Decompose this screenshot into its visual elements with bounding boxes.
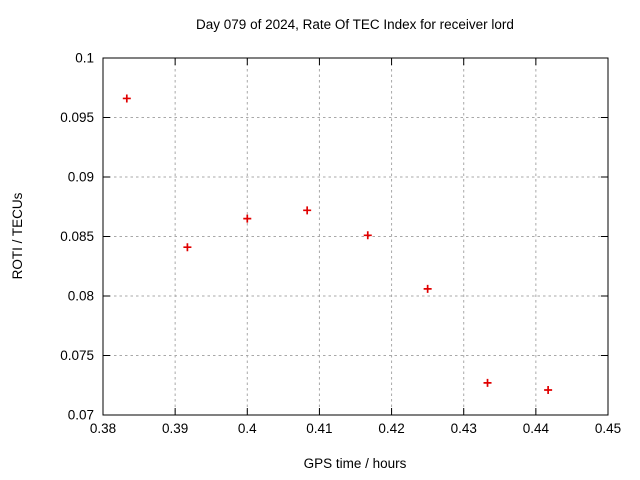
y-tick-label: 0.1 (75, 51, 94, 66)
data-point (303, 206, 312, 215)
data-point (363, 231, 372, 240)
data-point (243, 214, 252, 223)
y-tick-label: 0.07 (68, 408, 94, 423)
data-point (544, 386, 553, 395)
tick-label-layer: 0.38 0.39 0.4 0.41 0.42 0.43 0.44 0.45 0.07 0.075… (60, 51, 621, 437)
x-tick-label: 0.42 (378, 421, 404, 436)
x-tick-label: 0.39 (162, 421, 188, 436)
points-layer (122, 94, 553, 395)
y-axis-label: ROTI / TECUs (10, 192, 25, 279)
data-point (423, 284, 432, 293)
y-tick-label: 0.085 (60, 229, 94, 244)
x-tick-label: 0.4 (238, 421, 257, 436)
y-tick-label: 0.09 (68, 170, 94, 185)
x-tick-label: 0.45 (595, 421, 621, 436)
data-point (122, 94, 131, 103)
grid-layer (103, 58, 608, 415)
y-tick-label: 0.08 (68, 289, 94, 304)
data-point (183, 243, 192, 252)
data-point (483, 378, 492, 387)
x-axis-label: GPS time / hours (304, 456, 407, 471)
chart-title: Day 079 of 2024, Rate Of TEC Index for r… (196, 17, 514, 32)
tick-layer (102, 57, 609, 416)
y-tick-label: 0.095 (60, 110, 94, 125)
x-tick-label: 0.41 (306, 421, 332, 436)
x-tick-label: 0.38 (90, 421, 116, 436)
x-tick-label: 0.43 (451, 421, 477, 436)
x-tick-label: 0.44 (523, 421, 550, 436)
y-tick-label: 0.075 (60, 348, 94, 363)
